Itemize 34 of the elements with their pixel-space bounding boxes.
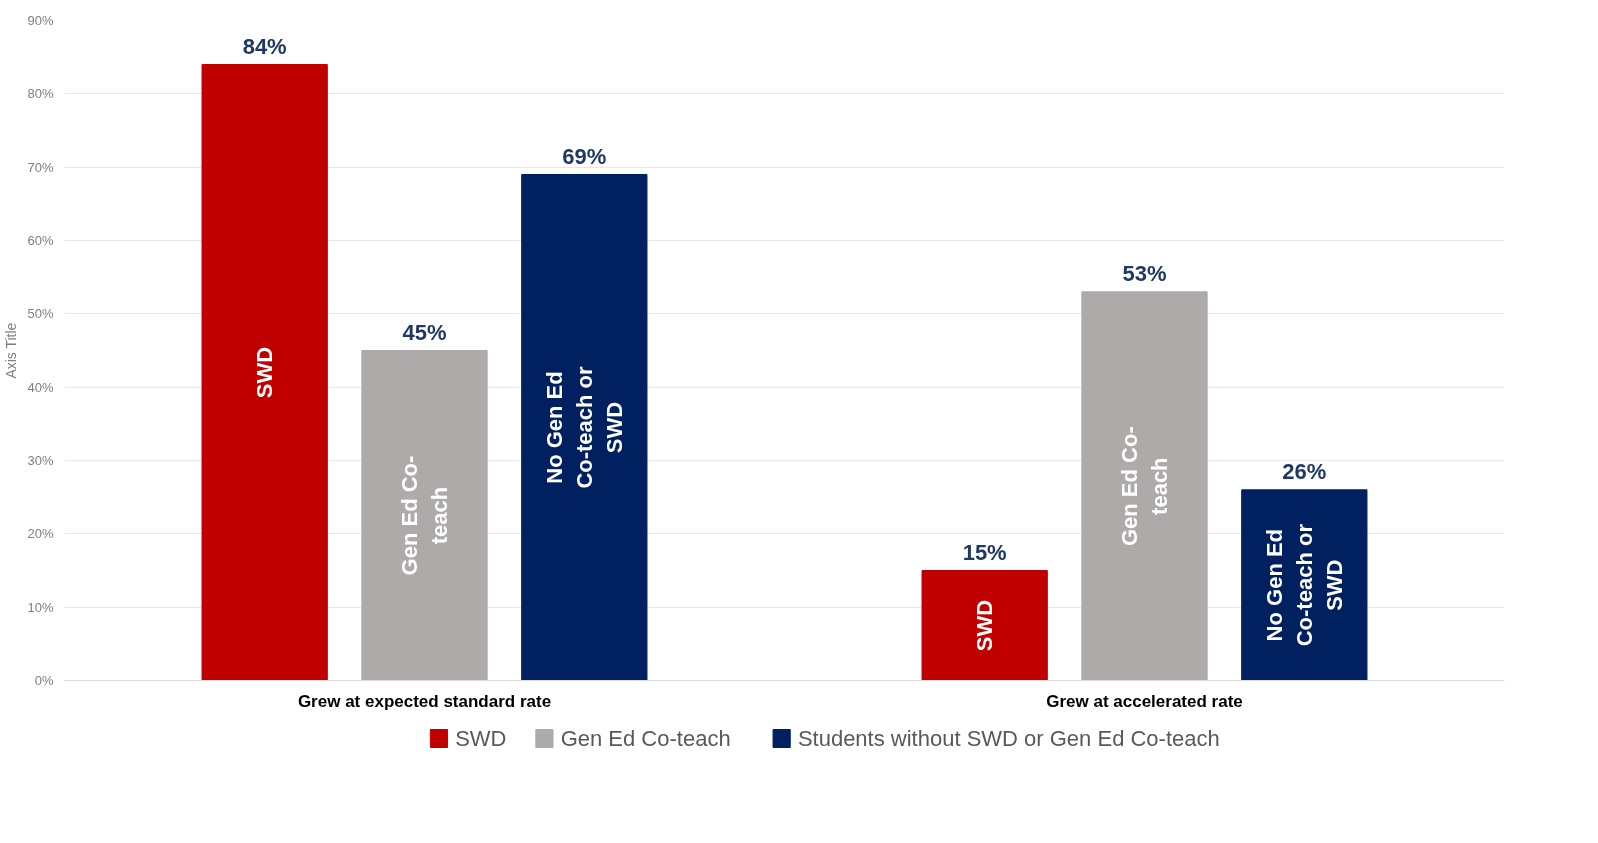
annotation: Gen Ed Co-teach [1117, 426, 1172, 547]
data-label: 45% [402, 319, 447, 345]
bar [921, 570, 1048, 681]
legend-label: Students without SWD or Gen Ed Co-teach [797, 726, 1220, 751]
data-label: 26% [1282, 458, 1327, 484]
bar [521, 174, 648, 681]
bar [361, 350, 488, 681]
annotation: SWD [972, 599, 998, 652]
annotation: No Gen Ed Co-teach or SWD [1261, 523, 1347, 647]
annotation: No Gen Ed Co-teach or SWD [541, 365, 627, 489]
y-tick-label: 10% [27, 599, 54, 615]
data-label: 53% [1122, 260, 1167, 286]
x-tick-label: Grew at accelerated rate [1046, 691, 1243, 711]
annotation: Gen Ed Co-teach [397, 455, 452, 576]
data-label: 15% [962, 539, 1007, 565]
bar [201, 64, 328, 681]
legend-label: SWD [455, 726, 507, 751]
y-tick-label: 80% [27, 86, 54, 102]
y-tick-label: 20% [27, 526, 54, 542]
data-label: 69% [562, 143, 607, 169]
y-tick-label: 40% [27, 379, 54, 395]
y-tick-label: 60% [27, 233, 54, 248]
y-tick-label: 0% [34, 673, 54, 688]
y-axis-title: Axis Title [3, 322, 20, 379]
y-tick-label: 70% [27, 159, 54, 175]
bar [1081, 291, 1208, 681]
legend-label: Gen Ed Co-teach [560, 726, 731, 751]
annotation: SWD [252, 346, 278, 399]
x-tick-label: Grew at expected standard rate [297, 691, 552, 711]
y-tick-label: 30% [27, 453, 54, 468]
y-tick-label: 90% [27, 13, 54, 28]
data-label: 84% [242, 33, 287, 59]
bar [1241, 489, 1368, 681]
y-tick-label: 50% [27, 306, 54, 322]
